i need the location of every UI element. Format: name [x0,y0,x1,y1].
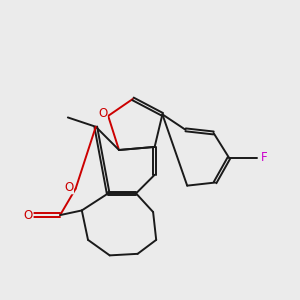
Text: O: O [98,107,107,120]
Text: F: F [260,151,267,164]
Text: O: O [24,208,33,222]
Text: O: O [64,181,74,194]
